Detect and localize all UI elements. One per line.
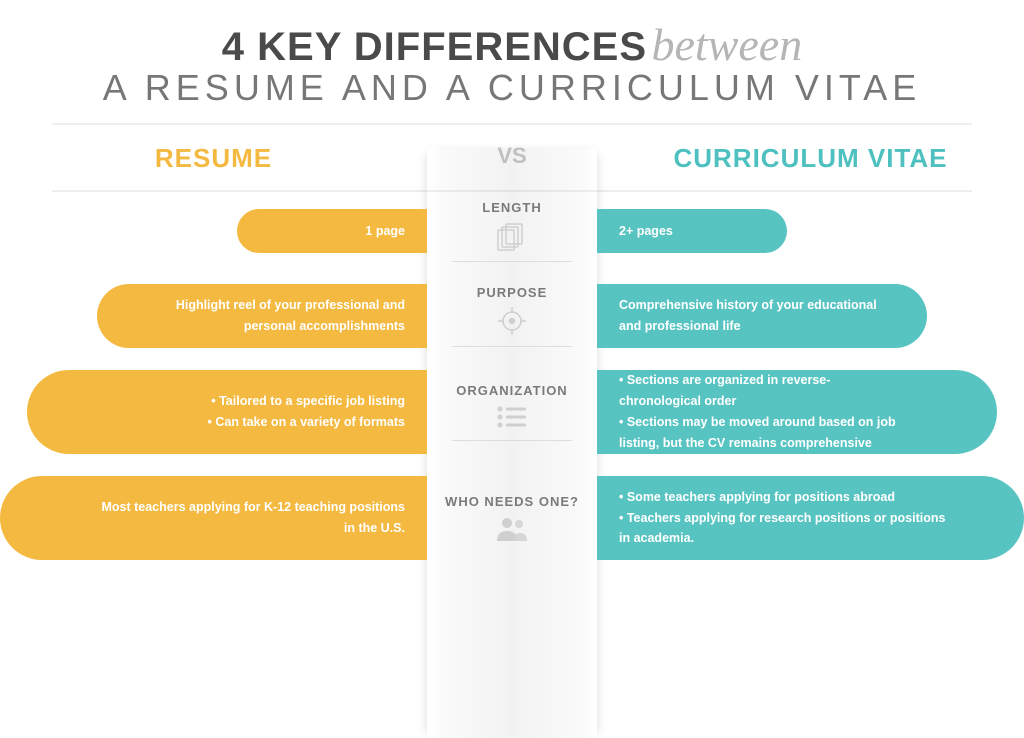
list-icon (427, 404, 597, 430)
category-divider (452, 261, 572, 262)
cv-org-l3: • Sections may be moved around based on … (619, 414, 896, 431)
category-length: LENGTH (427, 200, 597, 262)
title-between: between (651, 19, 802, 70)
resume-org-l1: • Tailored to a specific job listing (211, 393, 405, 410)
resume-org-pill: • Tailored to a specific job listing • C… (27, 370, 427, 454)
category-label: WHO NEEDS ONE? (427, 494, 597, 509)
cv-who-l2: • Teachers applying for research positio… (619, 510, 945, 527)
people-icon (427, 515, 597, 543)
cv-purpose-l2: and professional life (619, 318, 741, 335)
category-label: LENGTH (427, 200, 597, 215)
resume-length-text: 1 page (365, 223, 405, 240)
cv-org-l2: chronological order (619, 393, 736, 410)
resume-who-l2: in the U.S. (344, 520, 405, 537)
cv-purpose-pill: Comprehensive history of your educationa… (597, 284, 927, 348)
resume-length-pill: 1 page (237, 209, 427, 253)
cv-who-pill: • Some teachers applying for positions a… (597, 476, 1024, 560)
cv-org-l4: listing, but the CV remains comprehensiv… (619, 435, 872, 452)
category-purpose: PURPOSE (427, 285, 597, 347)
resume-who-l1: Most teachers applying for K-12 teaching… (101, 499, 405, 516)
header-cv: CURRICULUM VITAE (597, 131, 1024, 186)
row-organization: • Tailored to a specific job listing • C… (0, 370, 1024, 454)
category-divider (452, 346, 572, 347)
row-purpose: Highlight reel of your professional and … (0, 284, 1024, 348)
pages-icon (427, 221, 597, 251)
category-divider (452, 440, 572, 441)
cv-who-l3: in academia. (619, 530, 694, 547)
cv-org-l1: • Sections are organized in reverse- (619, 372, 830, 389)
top-divider (52, 123, 972, 125)
resume-who-pill: Most teachers applying for K-12 teaching… (0, 476, 427, 560)
category-label: PURPOSE (427, 285, 597, 300)
row-who: Most teachers applying for K-12 teaching… (0, 476, 1024, 560)
cv-length-text: 2+ pages (619, 223, 673, 240)
cv-who-l1: • Some teachers applying for positions a… (619, 489, 895, 506)
title-line2: A RESUME AND A CURRICULUM VITAE (0, 67, 1024, 109)
cv-org-pill: • Sections are organized in reverse- chr… (597, 370, 997, 454)
category-label: ORGANIZATION (427, 383, 597, 398)
resume-purpose-l1: Highlight reel of your professional and (176, 297, 405, 314)
category-who: WHO NEEDS ONE? (427, 494, 597, 543)
cv-purpose-l1: Comprehensive history of your educationa… (619, 297, 877, 314)
title-line1: 4 KEY DIFFERENCES between (0, 18, 1024, 71)
resume-purpose-pill: Highlight reel of your professional and … (97, 284, 427, 348)
target-icon (427, 306, 597, 336)
row-length: 1 page LENGTH 2+ pages (0, 200, 1024, 262)
resume-purpose-l2: personal accomplishments (244, 318, 405, 335)
comparison-rows: 1 page LENGTH 2+ pages Highlight reel of… (0, 200, 1024, 560)
category-organization: ORGANIZATION (427, 383, 597, 441)
header-resume: RESUME (0, 131, 427, 186)
title-bold: 4 KEY DIFFERENCES (222, 25, 647, 69)
cv-length-pill: 2+ pages (597, 209, 787, 253)
resume-org-l2: • Can take on a variety of formats (208, 414, 406, 431)
title-block: 4 KEY DIFFERENCES between A RESUME AND A… (0, 0, 1024, 109)
